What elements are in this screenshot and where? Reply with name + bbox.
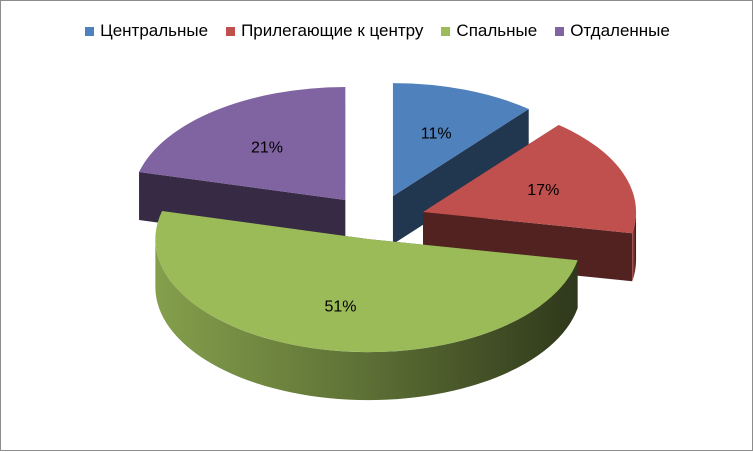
legend-swatch-adjacent	[226, 26, 236, 36]
legend-label-adjacent: Прилегающие к центру	[241, 21, 424, 40]
data-label-remote: 21%	[251, 139, 283, 156]
slice-rim-adjacent	[632, 212, 637, 282]
data-label-adjacent: 17%	[527, 182, 559, 199]
chart-legend: Центральные Прилегающие к центру Спальны…	[1, 21, 753, 41]
legend-swatch-residential	[441, 26, 451, 36]
legend-item-adjacent: Прилегающие к центру	[226, 21, 423, 41]
slice-residential	[155, 211, 578, 353]
slice-rim-residential	[155, 239, 578, 401]
legend-item-remote: Отдаленные	[555, 21, 670, 41]
legend-label-residential: Спальные	[456, 21, 538, 40]
slice-remote	[139, 87, 346, 201]
slice-adjacent	[423, 124, 637, 234]
legend-label-central: Центральные	[100, 21, 209, 40]
slice-central	[392, 83, 529, 197]
legend-item-residential: Спальные	[441, 21, 537, 41]
legend-swatch-central	[85, 26, 95, 36]
data-label-central: 11%	[421, 125, 452, 142]
legend-item-central: Центральные	[85, 21, 208, 41]
data-label-residential: 51%	[324, 298, 356, 315]
legend-label-remote: Отдаленные	[570, 21, 670, 40]
legend-swatch-remote	[555, 26, 565, 36]
